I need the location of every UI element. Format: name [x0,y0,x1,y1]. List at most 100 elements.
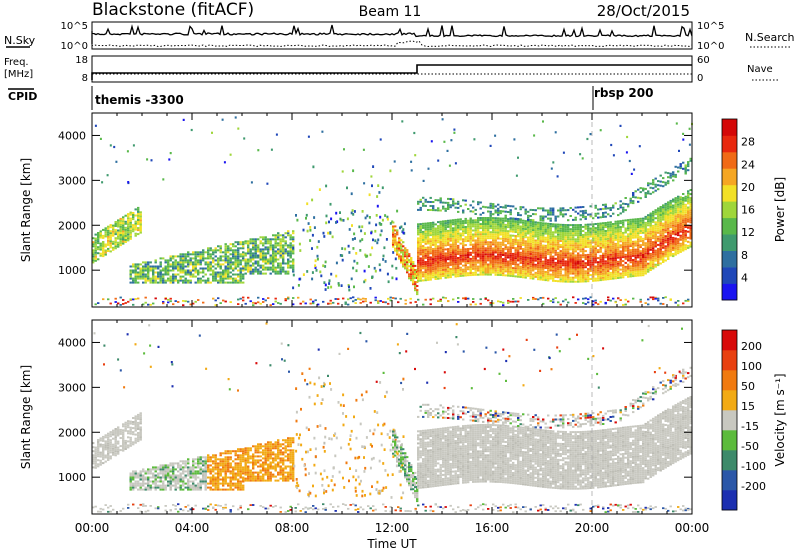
power-panel-cell [449,239,452,242]
power-panel-cell [132,269,135,272]
power-panel-cell [499,229,502,232]
power-panel-cell [419,275,422,278]
power-panel-cell [532,219,535,222]
power-panel-cell [669,216,672,219]
power-panel-cell [254,244,257,247]
power-panel-cell [169,152,172,155]
power-panel-cell [477,269,480,272]
power-panel-cell [497,207,500,210]
power-panel-cell [202,251,205,254]
power-panel-cell [637,242,640,245]
power-panel-cell [549,265,552,268]
power-panel-cell [562,300,565,303]
power-panel-cell [424,279,427,282]
power-panel-cell [358,225,361,229]
power-panel-cell [544,277,547,280]
power-panel-cell [579,248,582,251]
power-panel-cell [439,230,442,233]
power-panel-cell [522,264,525,267]
power-panel-cell [517,275,520,278]
power-panel-cell [572,258,575,261]
power-panel-cell [612,263,615,266]
power-panel-cell [182,253,185,256]
power-panel-cell [542,272,545,275]
power-panel-cell [657,184,660,187]
power-panel-cell [682,193,685,195]
power-panel-cell [597,249,600,252]
power-panel-cell [689,203,692,206]
power-panel-cell [509,268,512,271]
power-panel-cell [632,246,635,249]
power-panel-cell [406,267,409,270]
power-panel-cell [552,239,555,242]
power-panel-cell [519,214,522,217]
power-panel-cell [494,239,497,242]
power-panel-cell [102,249,105,252]
power-panel-cell [659,224,662,227]
power-panel-cell [107,229,110,232]
power-panel-cell [592,277,595,280]
power-panel-cell [129,223,132,226]
power-panel-cell [619,220,622,223]
power-panel-cell [424,273,427,276]
power-panel-cell [504,246,507,249]
power-panel-cell [587,262,590,264]
power-panel-cell [589,251,592,254]
power-panel-cell [429,222,432,224]
power-panel-cell [406,269,409,272]
power-panel-cell [562,213,565,216]
power-panel-cell [94,237,97,240]
power-panel-cell [119,296,122,299]
power-panel-cell [444,201,447,204]
power-panel-cell [629,228,632,231]
power-panel-cell [682,197,685,199]
power-panel-cell [664,245,667,248]
power-panel-cell [497,211,500,214]
power-panel-cell [664,221,667,224]
power-panel-cell [629,245,632,248]
power-panel-cell [642,187,645,190]
power-panel-cell [529,222,532,225]
power-panel-cell [587,231,590,234]
power-panel-cell [482,227,485,230]
power-panel-cell [677,250,680,253]
power-panel-cell [217,265,220,268]
power-panel-cell [552,275,555,278]
power-panel-cell [547,251,550,254]
power-panel-cell [654,259,657,262]
power-panel-cell [592,259,595,262]
power-panel-cell [267,246,270,249]
power-panel-cell [637,200,640,203]
power-panel-cell [532,261,535,264]
power-panel-cell [607,278,610,281]
power-panel-cell [222,273,225,276]
power-panel-cell [589,213,592,216]
power-panel-cell [259,248,262,251]
power-panel-cell [432,201,435,203]
power-panel-cell [667,172,670,175]
power-panel-cell [527,242,530,245]
power-panel-cell [634,226,637,229]
power-panel-cell [594,247,597,250]
power-panel-cell [287,230,290,233]
power-panel-cell [406,253,409,256]
power-panel-cell [639,250,642,253]
power-panel-cell [152,281,155,284]
power-panel-cell [647,230,650,233]
power-panel-cell [497,257,500,260]
power-panel-cell [494,225,497,228]
power-panel-cell [279,262,282,265]
power-panel-cell [574,250,577,253]
power-panel-cell [432,205,435,208]
power-panel-cell [532,296,535,299]
power-panel-cell [574,256,577,259]
power-panel-cell [549,263,552,266]
power-panel-cell [127,221,130,224]
power-panel-cell [627,251,630,254]
power-panel-cell [564,236,567,239]
power-panel-cell [487,247,490,250]
power-panel-cell [682,219,685,222]
power-panel-cell [329,299,332,302]
power-panel-cell [659,218,662,221]
power-panel-cell [512,222,515,225]
